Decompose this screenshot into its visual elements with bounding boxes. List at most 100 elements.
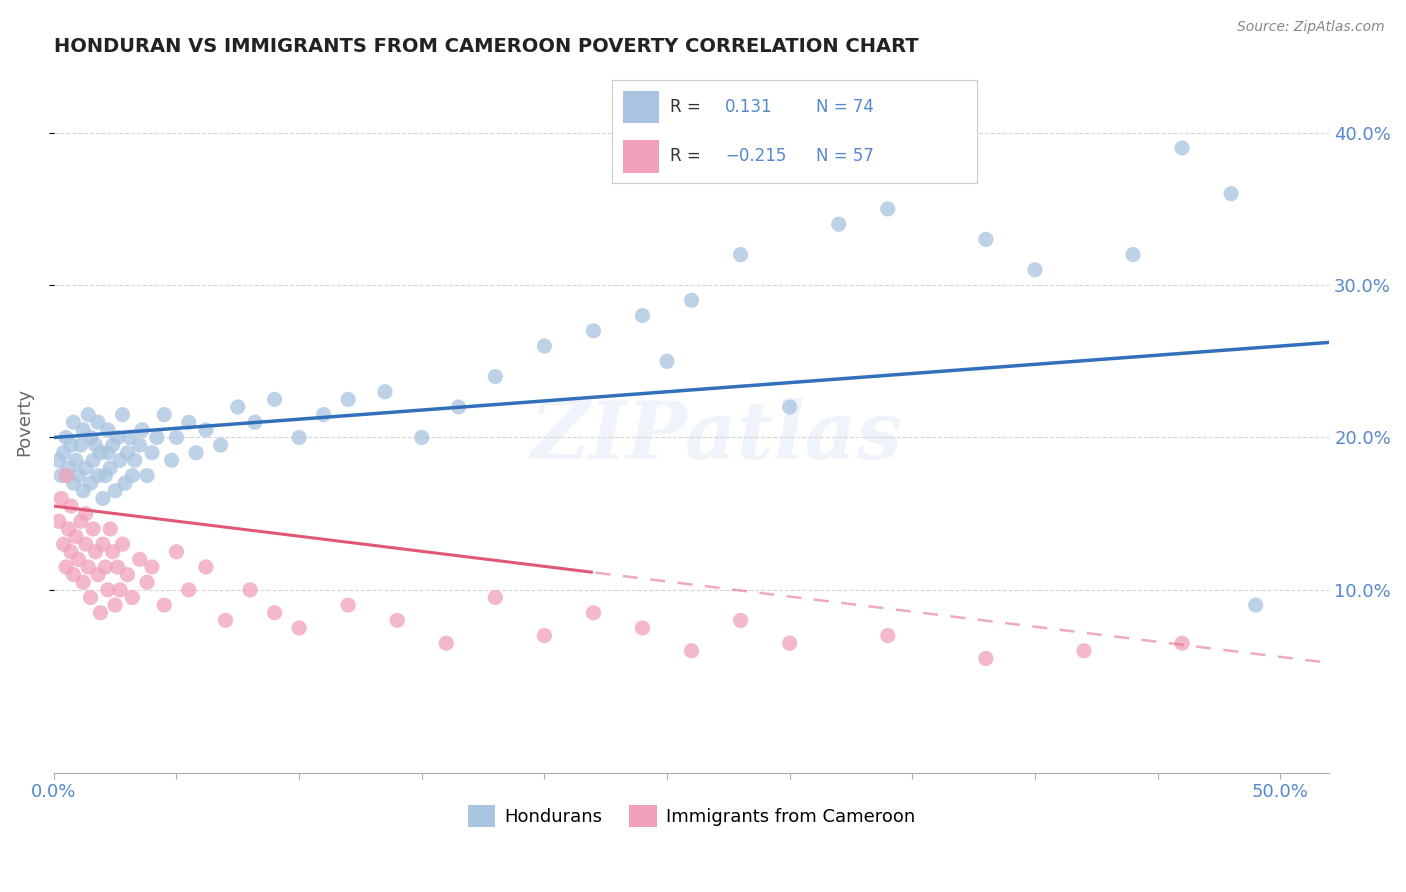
Point xyxy=(974,232,997,246)
Point xyxy=(876,202,898,216)
Point xyxy=(62,567,84,582)
Point xyxy=(79,430,101,444)
Point xyxy=(533,339,555,353)
Point xyxy=(79,476,101,491)
Point xyxy=(337,392,360,407)
Point xyxy=(484,369,506,384)
Point xyxy=(128,438,150,452)
Point xyxy=(94,560,117,574)
Point xyxy=(631,621,654,635)
Point xyxy=(52,446,75,460)
Point xyxy=(94,468,117,483)
Point xyxy=(117,567,139,582)
Point xyxy=(108,582,131,597)
Point xyxy=(87,415,110,429)
Text: N = 74: N = 74 xyxy=(817,98,875,116)
Point xyxy=(82,453,104,467)
Point xyxy=(177,415,200,429)
Point xyxy=(107,560,129,574)
Point xyxy=(51,491,73,506)
Point xyxy=(681,293,703,308)
Point xyxy=(1220,186,1243,201)
Point xyxy=(166,430,188,444)
Text: 0.131: 0.131 xyxy=(725,98,772,116)
Point xyxy=(141,560,163,574)
Point xyxy=(87,468,110,483)
Point xyxy=(101,438,124,452)
Point xyxy=(141,446,163,460)
Point xyxy=(194,423,217,437)
Point xyxy=(69,438,91,452)
Point xyxy=(58,461,80,475)
Point xyxy=(194,560,217,574)
Point xyxy=(87,567,110,582)
Point xyxy=(67,468,90,483)
Text: HONDURAN VS IMMIGRANTS FROM CAMEROON POVERTY CORRELATION CHART: HONDURAN VS IMMIGRANTS FROM CAMEROON POV… xyxy=(53,37,918,56)
Point xyxy=(51,468,73,483)
Point xyxy=(177,582,200,597)
Point xyxy=(153,408,176,422)
Point xyxy=(1024,263,1046,277)
Point xyxy=(101,545,124,559)
Point xyxy=(62,476,84,491)
Point xyxy=(75,507,97,521)
Point xyxy=(59,438,82,452)
Point xyxy=(631,309,654,323)
Point xyxy=(136,575,159,590)
Point xyxy=(226,400,249,414)
Point xyxy=(312,408,335,422)
Point xyxy=(160,453,183,467)
Point xyxy=(374,384,396,399)
Point xyxy=(59,545,82,559)
Point xyxy=(136,468,159,483)
Point xyxy=(1122,247,1144,261)
Point xyxy=(89,606,111,620)
Point xyxy=(75,461,97,475)
Point xyxy=(108,453,131,467)
Point xyxy=(59,499,82,513)
Point xyxy=(582,606,605,620)
Point xyxy=(655,354,678,368)
Point xyxy=(124,453,146,467)
Point xyxy=(121,591,143,605)
Point xyxy=(97,446,120,460)
Point xyxy=(84,545,107,559)
Point xyxy=(58,522,80,536)
Point xyxy=(1171,636,1194,650)
Point xyxy=(121,468,143,483)
Point xyxy=(582,324,605,338)
Text: −0.215: −0.215 xyxy=(725,147,786,165)
Point xyxy=(67,552,90,566)
Point xyxy=(1171,141,1194,155)
Point xyxy=(730,613,752,627)
Text: R =: R = xyxy=(671,147,700,165)
Point xyxy=(533,629,555,643)
Point xyxy=(118,430,141,444)
Point xyxy=(779,636,801,650)
Point xyxy=(153,598,176,612)
Point xyxy=(97,582,120,597)
Point xyxy=(48,514,70,528)
Point xyxy=(974,651,997,665)
Point xyxy=(91,491,114,506)
Point xyxy=(214,613,236,627)
Point xyxy=(72,483,94,498)
Point xyxy=(55,430,77,444)
Point xyxy=(98,522,121,536)
Point xyxy=(75,537,97,551)
Point xyxy=(65,529,87,543)
Point xyxy=(111,408,134,422)
Point xyxy=(209,438,232,452)
Point xyxy=(104,598,127,612)
Point xyxy=(72,423,94,437)
Text: ZIPatlas: ZIPatlas xyxy=(531,398,903,475)
Bar xyxy=(623,140,659,173)
Point xyxy=(79,591,101,605)
Point xyxy=(184,446,207,460)
Point xyxy=(681,644,703,658)
Point xyxy=(288,430,311,444)
Point xyxy=(730,247,752,261)
Point xyxy=(84,438,107,452)
Point xyxy=(104,483,127,498)
Point xyxy=(1073,644,1095,658)
